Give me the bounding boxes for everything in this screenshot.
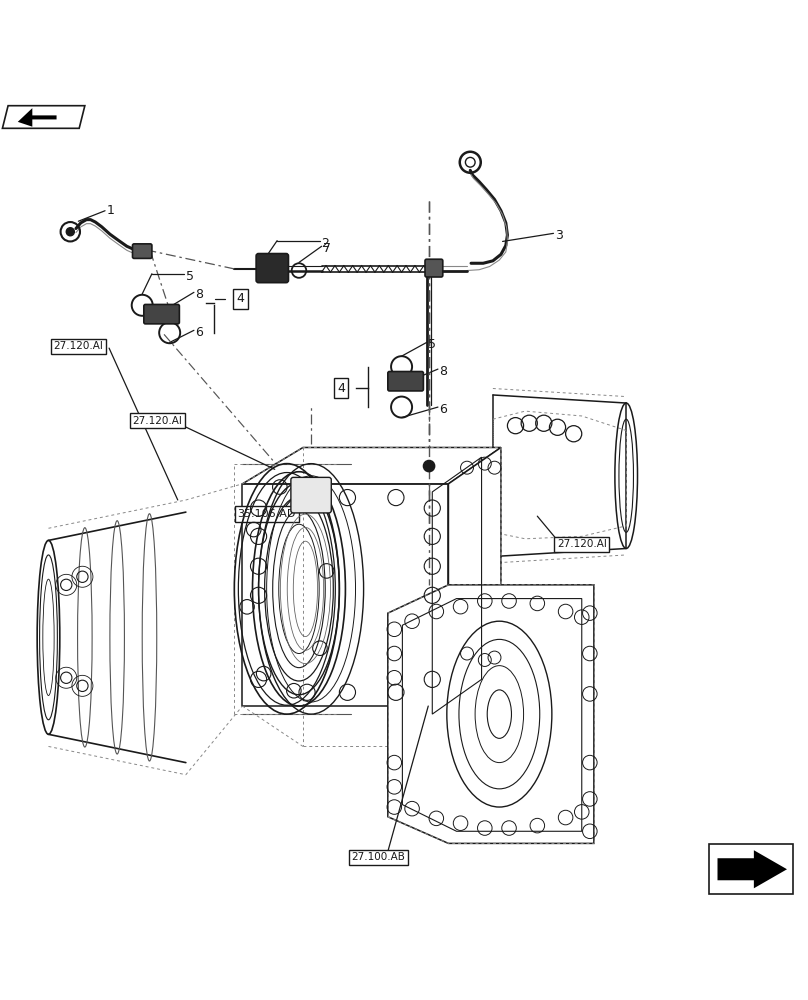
Polygon shape	[18, 108, 57, 127]
Text: 7: 7	[323, 242, 331, 255]
Text: 27.120.AI: 27.120.AI	[133, 416, 183, 426]
Text: 4: 4	[337, 382, 345, 395]
FancyBboxPatch shape	[133, 244, 152, 258]
FancyBboxPatch shape	[388, 372, 423, 391]
Polygon shape	[448, 447, 501, 706]
FancyBboxPatch shape	[425, 259, 443, 277]
Text: 2: 2	[322, 237, 330, 250]
Text: 5: 5	[428, 338, 436, 351]
Text: 4: 4	[237, 292, 245, 305]
Text: 27.100.AB: 27.100.AB	[351, 852, 405, 862]
Circle shape	[423, 460, 435, 472]
Bar	[709, 844, 793, 894]
Polygon shape	[388, 585, 594, 843]
FancyBboxPatch shape	[256, 254, 288, 283]
Text: 6: 6	[196, 326, 204, 339]
FancyBboxPatch shape	[144, 304, 179, 324]
FancyBboxPatch shape	[291, 477, 331, 513]
Text: 35.106.AD: 35.106.AD	[238, 509, 296, 519]
Text: 8: 8	[196, 288, 204, 301]
Polygon shape	[718, 850, 787, 888]
Text: 27.120.AI: 27.120.AI	[557, 539, 607, 549]
Text: 8: 8	[440, 365, 448, 378]
Circle shape	[66, 228, 74, 236]
Text: 27.120.AI: 27.120.AI	[53, 341, 103, 351]
Text: 5: 5	[186, 270, 194, 283]
Text: 3: 3	[555, 229, 563, 242]
Text: 1: 1	[107, 204, 115, 217]
Text: 6: 6	[440, 403, 448, 416]
Polygon shape	[2, 106, 85, 128]
Polygon shape	[242, 447, 501, 484]
